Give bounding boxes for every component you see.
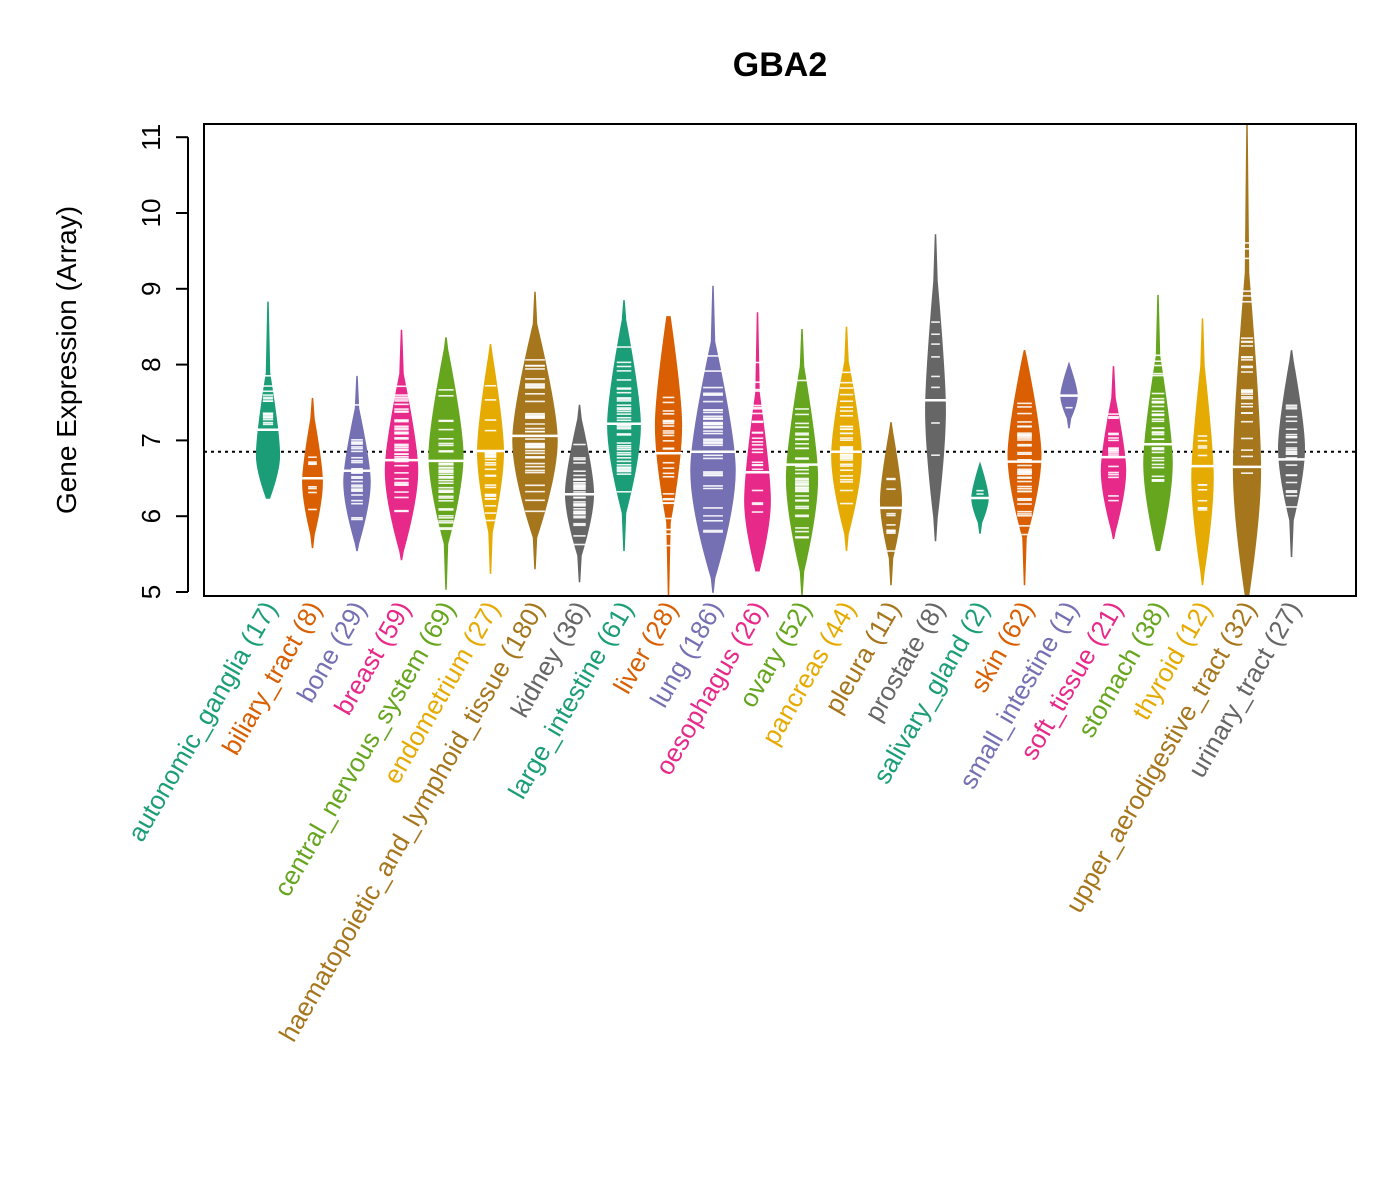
y-axis: 5 6 7 8 9 10 11: [136, 124, 189, 599]
violin-body: [1143, 294, 1173, 552]
violin-body: [654, 316, 683, 596]
violin-thyroid: [1190, 318, 1215, 586]
violin-prostate: [924, 234, 947, 542]
y-tick-label: 11: [136, 124, 166, 151]
plot-frame: [203, 123, 1357, 597]
y-tick-label: 7: [136, 433, 166, 447]
violin-body: [343, 375, 371, 552]
violin-soft-tissue: [1100, 366, 1127, 540]
violin-kidney: [564, 404, 595, 583]
violin-oesophagus: [743, 312, 772, 572]
violin-breast: [384, 329, 419, 561]
violin-liver: [654, 316, 683, 596]
violin-ovary: [785, 328, 819, 596]
violin-body: [1191, 318, 1214, 586]
x-axis-labels: autonomic_ganglia (17)biliary_tract (8)b…: [121, 596, 1306, 1047]
violin-central-nervous-system: [428, 337, 464, 590]
violin-body: [512, 291, 558, 570]
violin-autonomic-ganglia: [255, 301, 281, 499]
violin-large-intestine: [606, 300, 642, 552]
violin-skin: [1007, 350, 1042, 586]
violin-lung: [690, 285, 736, 593]
violin-small-intestine: [1060, 361, 1078, 429]
violin-haematopoietic-and-lymphoid-tissue: [512, 291, 558, 570]
y-tick-label: 6: [136, 509, 166, 523]
violin-bone: [342, 375, 372, 552]
violin-body: [879, 422, 903, 586]
violin-pancreas: [830, 326, 863, 552]
y-tick-label: 10: [136, 199, 166, 228]
violin-salivary-gland: [971, 461, 989, 534]
violin-body: [1007, 350, 1042, 586]
y-tick-label: 5: [136, 585, 166, 599]
violin-body: [255, 301, 281, 499]
violin-stomach: [1142, 294, 1174, 552]
y-tick-label: 8: [136, 357, 166, 371]
y-tick-label: 9: [136, 282, 166, 296]
violin-biliary-tract: [301, 397, 324, 549]
violins: [255, 124, 1306, 597]
chart-title: GBA2: [733, 46, 827, 84]
violin-endometrium: [476, 344, 505, 574]
y-axis-label: Gene Expression (Array): [51, 206, 82, 514]
violin-body: [831, 326, 862, 552]
violin-body: [302, 397, 323, 549]
violin-body: [785, 328, 819, 596]
violin-urinary-tract: [1277, 350, 1306, 558]
violin-upper-aerodigestive-tract: [1232, 124, 1262, 597]
violin-pleura: [879, 422, 903, 586]
